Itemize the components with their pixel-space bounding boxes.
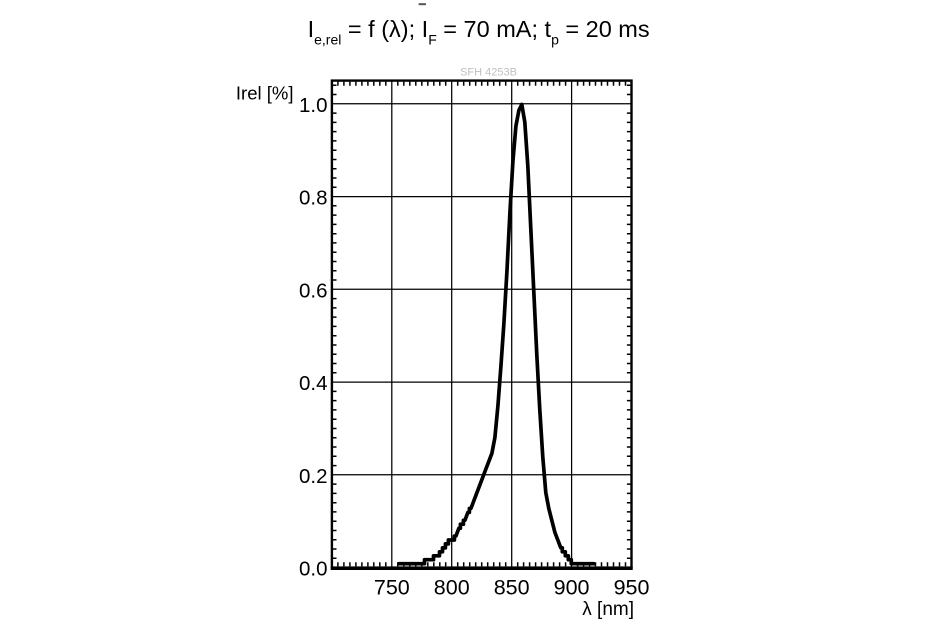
- svg-text:λ [nm]: λ [nm]: [582, 599, 634, 620]
- svg-text:1.0: 1.0: [299, 94, 328, 117]
- svg-text:800: 800: [434, 576, 470, 600]
- svg-text:0.8: 0.8: [299, 187, 328, 210]
- svg-text:850: 850: [494, 576, 530, 600]
- svg-text:Ie,rel = f (λ); IF = 70 mA; tp: Ie,rel = f (λ); IF = 70 mA; tp = 20 ms: [308, 16, 650, 48]
- svg-text:900: 900: [554, 576, 590, 600]
- svg-text:Irel [%]: Irel [%]: [236, 83, 294, 104]
- svg-text:0.2: 0.2: [299, 465, 328, 488]
- svg-text:0.6: 0.6: [299, 279, 328, 302]
- svg-text:750: 750: [374, 576, 410, 600]
- svg-text:0.0: 0.0: [299, 558, 328, 581]
- svg-text:950: 950: [614, 576, 650, 600]
- svg-text:0.4: 0.4: [299, 372, 328, 395]
- svg-text:SFH 4253B: SFH 4253B: [460, 67, 517, 79]
